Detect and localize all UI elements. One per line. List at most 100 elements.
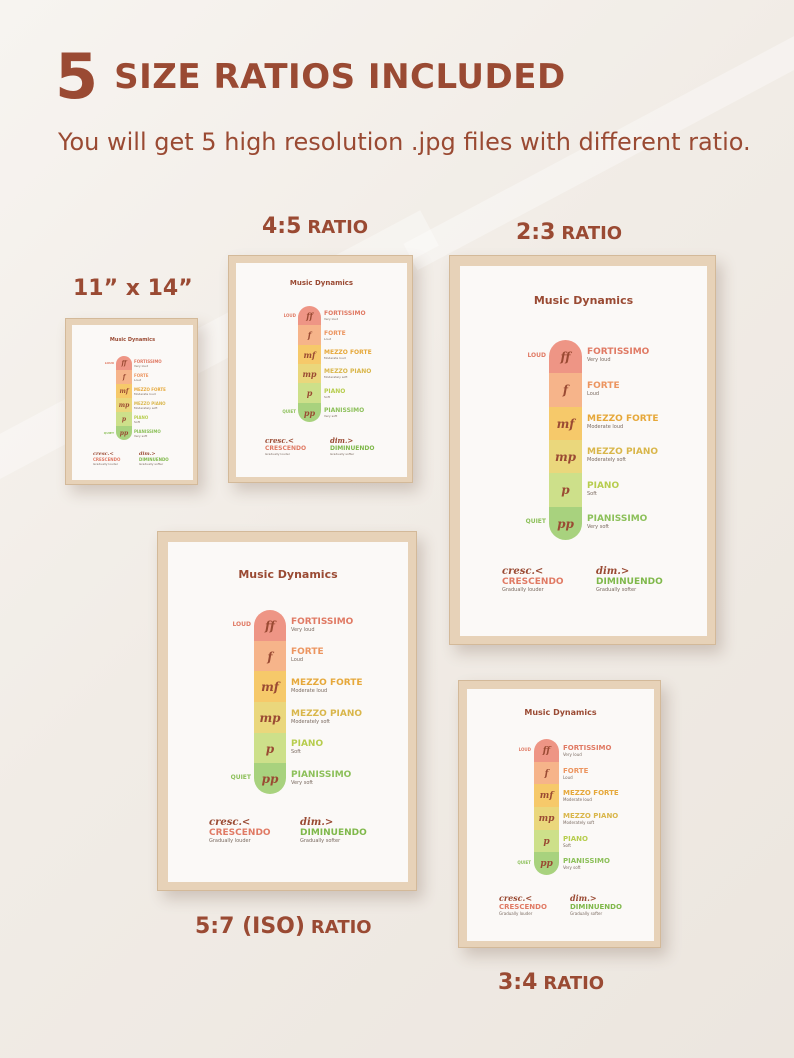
poster: Music Dynamics ff f mf mp p pp FORTISSIMO Very l… (460, 266, 707, 636)
poster-title: Music Dynamics (289, 279, 354, 287)
dynamic-name: PIANO (563, 835, 588, 843)
dynamic-name: FORTISSIMO (587, 347, 650, 357)
dynamic-segment: mp (298, 364, 321, 384)
dynamic-segment: mp (549, 440, 582, 474)
label-ratio-2-3: 2:3 RATIO (516, 220, 623, 245)
crescendo-description: Gradually louder (93, 462, 118, 466)
dynamic-label: FORTISSIMO Very loud (563, 744, 611, 757)
dynamic-segment: f (549, 373, 582, 407)
diminuendo-symbol: dim.> (139, 451, 156, 457)
diminuendo-name: DIMINUENDO (139, 457, 169, 462)
dynamic-description: Soft (587, 491, 597, 497)
dynamic-label: PIANO Soft (291, 739, 323, 755)
headline-number: 5 (55, 40, 99, 113)
poster-title: Music Dynamics (524, 708, 597, 717)
dynamic-label: FORTISSIMO Very loud (587, 347, 649, 363)
frame: Music Dynamics ff f mf mp p pp FORTISSIMO Very l… (65, 318, 198, 485)
diminuendo-description: Gradually softer (139, 462, 164, 466)
frame: Music Dynamics ff f mf mp p pp FORTISSIMO Very l… (449, 255, 716, 645)
diminuendo-symbol: dim.> (570, 893, 597, 903)
quiet-label: QUIET (230, 774, 251, 781)
dynamic-segment: mf (254, 671, 286, 702)
dynamic-description: Loud (291, 657, 304, 663)
dynamic-name: MEZZO FORTE (291, 678, 363, 688)
poster-title: Music Dynamics (533, 294, 634, 307)
crescendo-name: CRESCENDO (209, 828, 271, 838)
dynamic-name: PIANO (587, 481, 620, 491)
crescendo-block: cresc.< CRESCENDO Gradually louder (265, 436, 306, 456)
dynamic-segment: ff (549, 340, 582, 374)
dynamic-name: PIANISSIMO (587, 514, 648, 524)
dynamic-description: Very loud (587, 357, 611, 363)
dynamic-name: PIANISSIMO (563, 857, 610, 865)
diminuendo-block: dim.> DIMINUENDO Gradually softer (139, 451, 169, 466)
dynamic-segment: mf (549, 407, 582, 441)
diminuendo-symbol: dim.> (300, 817, 334, 828)
dynamic-description: Loud (134, 378, 142, 382)
dynamic-label: PIANISSIMO Very soft (563, 857, 610, 870)
diminuendo-name: DIMINUENDO (596, 577, 663, 587)
dynamic-segment: pp (534, 852, 559, 875)
dynamic-segment: mf (534, 784, 559, 807)
dynamic-name: PIANO (291, 739, 324, 749)
dynamic-segment: pp (549, 507, 582, 540)
dynamic-segment: pp (254, 763, 286, 794)
dynamic-segment: mf (298, 345, 321, 365)
loud-label: LOUD (527, 352, 546, 359)
dynamic-segment: mp (534, 807, 559, 830)
dynamic-segment: ff (254, 610, 286, 641)
dynamic-label: PIANO Soft (587, 481, 619, 497)
dynamic-segment: mp (254, 702, 286, 733)
frame: Music Dynamics ff f mf mp p pp FORTISSIMO Very l… (458, 680, 661, 948)
poster: Music Dynamics ff f mf mp p pp FORTISSIMO Very l… (168, 542, 408, 882)
dynamic-label: MEZZO PIANO Moderately soft (134, 401, 166, 410)
dynamic-name: MEZZO FORTE (563, 789, 619, 797)
diminuendo-description: Gradually softer (300, 838, 341, 844)
dynamic-name: FORTE (134, 373, 149, 378)
dynamic-description: Loud (587, 391, 600, 397)
crescendo-symbol: cresc.< (93, 451, 114, 457)
diminuendo-description: Gradually softer (596, 587, 637, 593)
dynamic-description: Loud (563, 775, 573, 780)
dynamic-name: MEZZO FORTE (587, 414, 659, 424)
loud-label: LOUD (232, 621, 251, 628)
dynamic-name: PIANISSIMO (324, 407, 365, 414)
dynamic-label: MEZZO PIANO Moderately soft (563, 812, 618, 825)
quiet-label: QUIET (282, 409, 296, 414)
dynamic-label: PIANO Soft (563, 835, 588, 848)
loud-label: LOUD (104, 361, 114, 365)
dynamic-label: MEZZO PIANO Moderately soft (324, 368, 371, 379)
dynamic-description: Moderate loud (134, 392, 156, 396)
dynamic-label: PIANISSIMO Very soft (134, 429, 161, 438)
dynamic-label: MEZZO FORTE Moderate loud (134, 387, 166, 396)
dynamic-label: FORTE Loud (563, 767, 588, 780)
dynamic-description: Moderate loud (587, 424, 624, 430)
dynamic-description: Moderate loud (324, 356, 346, 360)
dynamic-name: MEZZO FORTE (134, 387, 166, 392)
crescendo-description: Gradually louder (499, 911, 533, 916)
frame: Music Dynamics ff f mf mp p pp FORTISSIMO Very l… (157, 531, 417, 891)
dynamic-name: PIANISSIMO (291, 770, 352, 780)
dynamic-label: FORTE Loud (587, 381, 620, 397)
diminuendo-block: dim.> DIMINUENDO Gradually softer (570, 893, 622, 916)
dynamic-description: Soft (291, 749, 301, 755)
dynamic-label: FORTISSIMO Very loud (291, 617, 353, 633)
label-ratio-5-7: 5:7 (ISO) RATIO (195, 914, 372, 939)
dynamic-description: Soft (134, 420, 140, 424)
crescendo-symbol: cresc.< (209, 817, 251, 828)
dynamic-segment: f (298, 325, 321, 345)
poster: Music Dynamics ff f mf mp p pp FORTISSIMO Very l… (467, 689, 654, 941)
crescendo-name: CRESCENDO (93, 457, 121, 462)
dynamic-description: Moderately soft (563, 820, 595, 825)
dynamic-segment: mp (116, 398, 132, 412)
crescendo-description: Gradually louder (502, 587, 544, 593)
quiet-label: QUIET (517, 860, 531, 865)
dynamic-name: PIANISSIMO (134, 429, 161, 434)
dynamic-segment: pp (298, 403, 321, 422)
loud-label: LOUD (283, 313, 296, 318)
dynamic-label: MEZZO PIANO Moderately soft (291, 709, 362, 725)
dynamic-description: Soft (563, 843, 571, 848)
dynamic-description: Loud (324, 337, 332, 341)
dynamic-name: MEZZO PIANO (587, 447, 659, 457)
crescendo-block: cresc.< CRESCENDO Gradually louder (499, 893, 547, 916)
